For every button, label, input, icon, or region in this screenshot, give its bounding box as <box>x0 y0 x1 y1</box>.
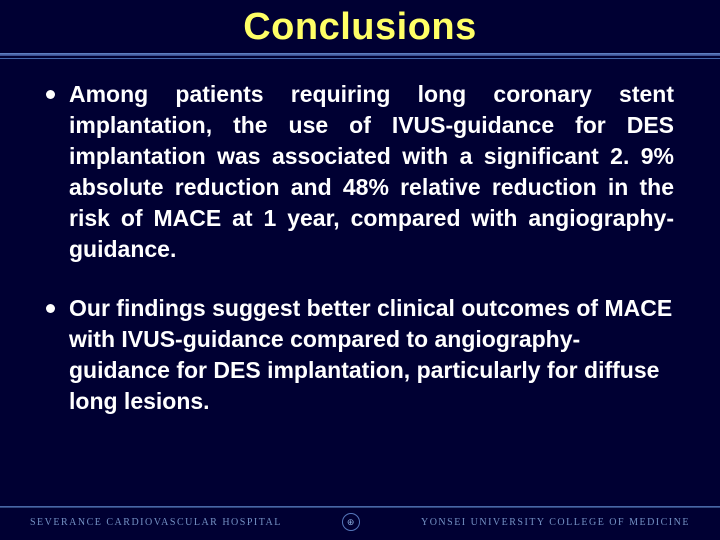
footer-left-text: SEVERANCE CARDIOVASCULAR HOSPITAL <box>30 517 282 528</box>
footer-content: SEVERANCE CARDIOVASCULAR HOSPITAL ⊕ YONS… <box>0 508 720 531</box>
title-bar: Conclusions <box>0 0 720 51</box>
footer-right-text: YONSEI UNIVERSITY COLLEGE OF MEDICINE <box>421 517 690 528</box>
bullet-item: Our findings suggest better clinical out… <box>46 293 674 417</box>
footer: SEVERANCE CARDIOVASCULAR HOSPITAL ⊕ YONS… <box>0 506 720 540</box>
bullet-dot-icon <box>46 90 55 99</box>
content-area: Among patients requiring long coronary s… <box>0 59 720 417</box>
bullet-dot-icon <box>46 304 55 313</box>
title-underline <box>0 53 720 56</box>
bullet-text: Our findings suggest better clinical out… <box>69 293 674 417</box>
bullet-item: Among patients requiring long coronary s… <box>46 79 674 265</box>
footer-logo-icon: ⊕ <box>342 513 360 531</box>
slide-title: Conclusions <box>0 6 720 49</box>
bullet-text: Among patients requiring long coronary s… <box>69 79 674 265</box>
